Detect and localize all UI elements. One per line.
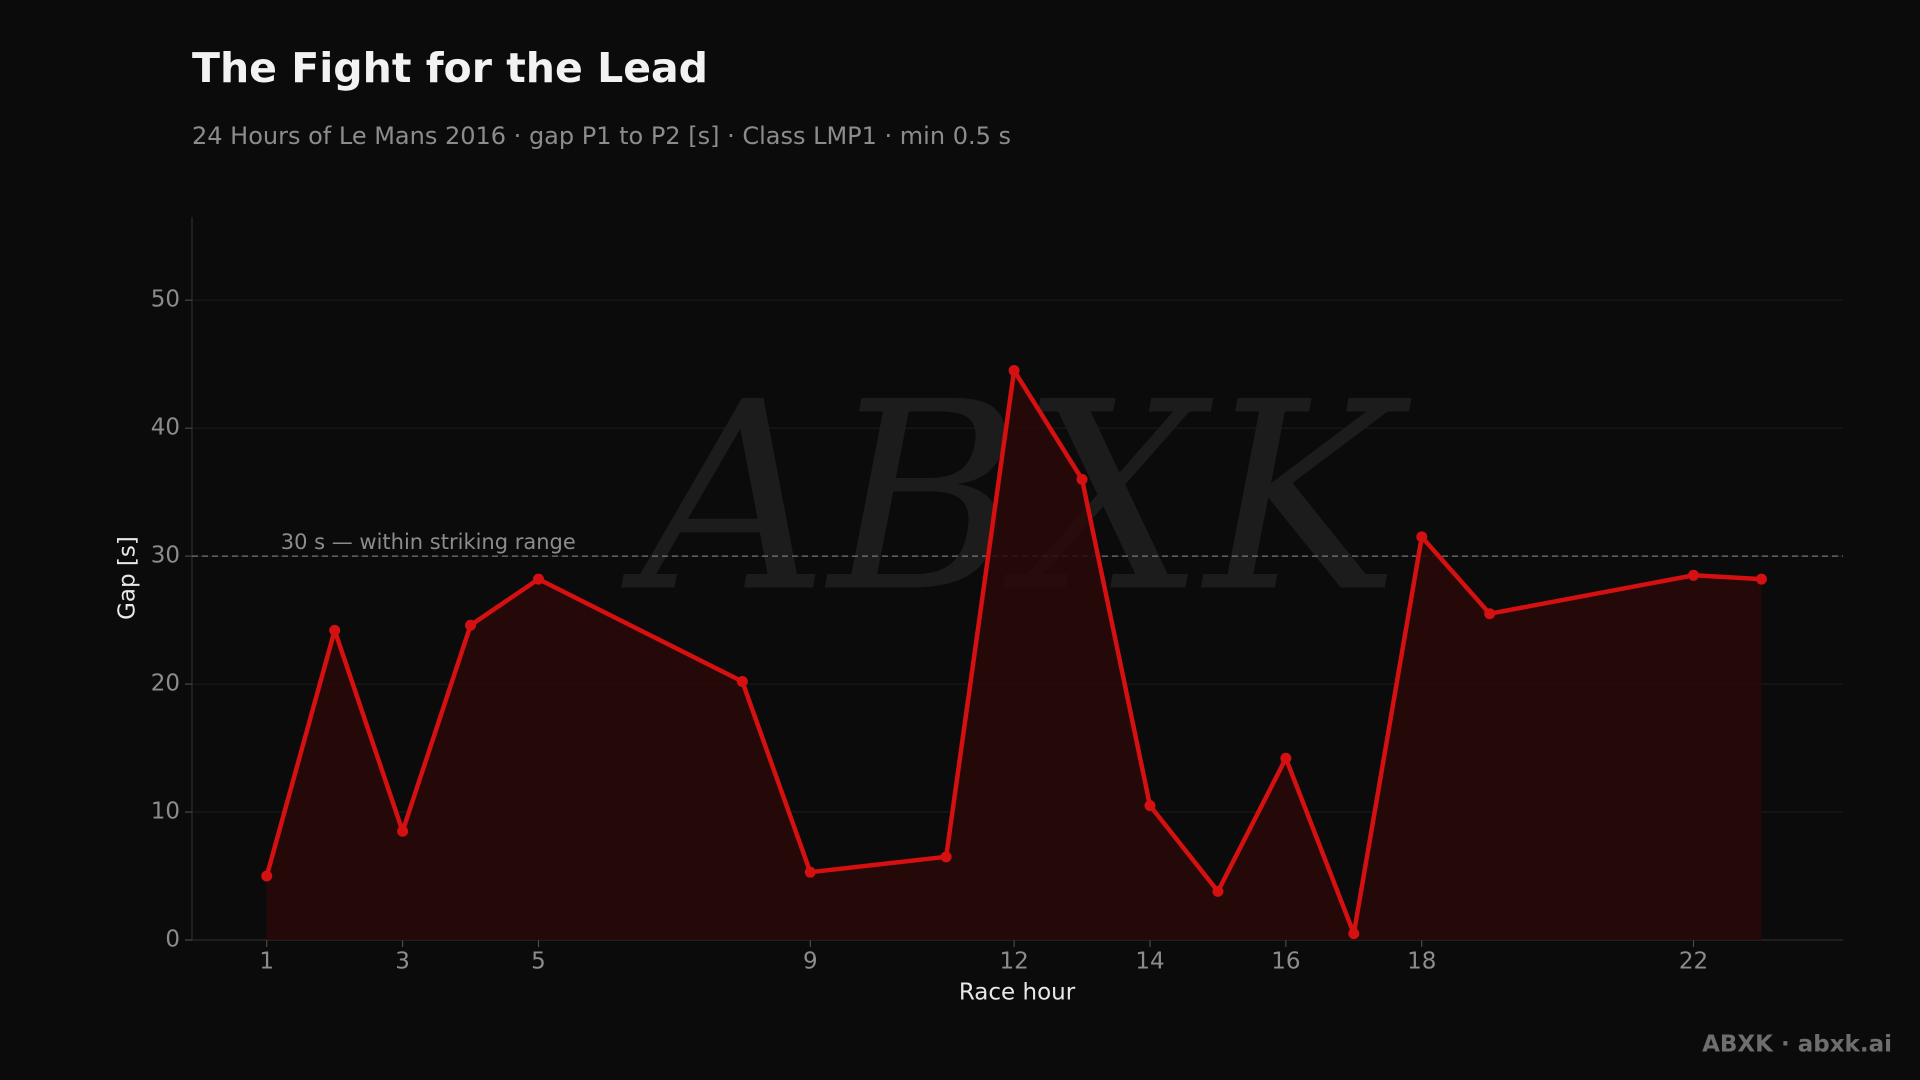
chart-title: The Fight for the Lead (192, 44, 708, 92)
chart-subtitle: 24 Hours of Le Mans 2016 · gap P1 to P2 … (192, 122, 1011, 150)
x-tick-label: 16 (1271, 949, 1300, 975)
x-axis-label: Race hour (959, 980, 1076, 1006)
line (264, 368, 1762, 936)
point (1484, 608, 1496, 620)
x-tick-label: 9 (803, 949, 818, 975)
y-tick-label: 10 (151, 799, 180, 825)
x-tick-label: 5 (531, 949, 546, 975)
point (1688, 569, 1700, 581)
x-tick-label: 3 (395, 949, 410, 975)
point (736, 676, 748, 688)
point (329, 624, 341, 636)
reference-label: 30 s — within striking range (281, 530, 576, 554)
point (1212, 885, 1224, 897)
y-axis-label: Gap [s] (115, 536, 141, 620)
x-tick-label: 1 (259, 949, 274, 975)
point (1348, 928, 1360, 940)
point (465, 619, 477, 631)
y-tick-label: 0 (165, 927, 180, 953)
point (397, 825, 409, 837)
point (1076, 473, 1088, 485)
area (266, 370, 1762, 941)
point (1755, 573, 1767, 585)
point (1280, 752, 1292, 764)
point (1008, 365, 1020, 377)
footer: ABXK · abxk.ai (1702, 1032, 1892, 1058)
point (261, 870, 273, 882)
y-tick-label: 50 (151, 287, 180, 313)
point (533, 573, 545, 585)
x-tick-label: 14 (1135, 949, 1164, 975)
point (1416, 531, 1428, 543)
y-tick-label: 20 (151, 671, 180, 697)
point (1144, 800, 1156, 812)
point (940, 851, 952, 863)
x-tick-label: 18 (1407, 949, 1436, 975)
x-tick-label: 22 (1679, 949, 1708, 975)
point (804, 866, 816, 878)
y-tick-label: 30 (151, 543, 180, 569)
y-tick-label: 40 (151, 415, 180, 441)
x-tick-label: 12 (999, 949, 1028, 975)
